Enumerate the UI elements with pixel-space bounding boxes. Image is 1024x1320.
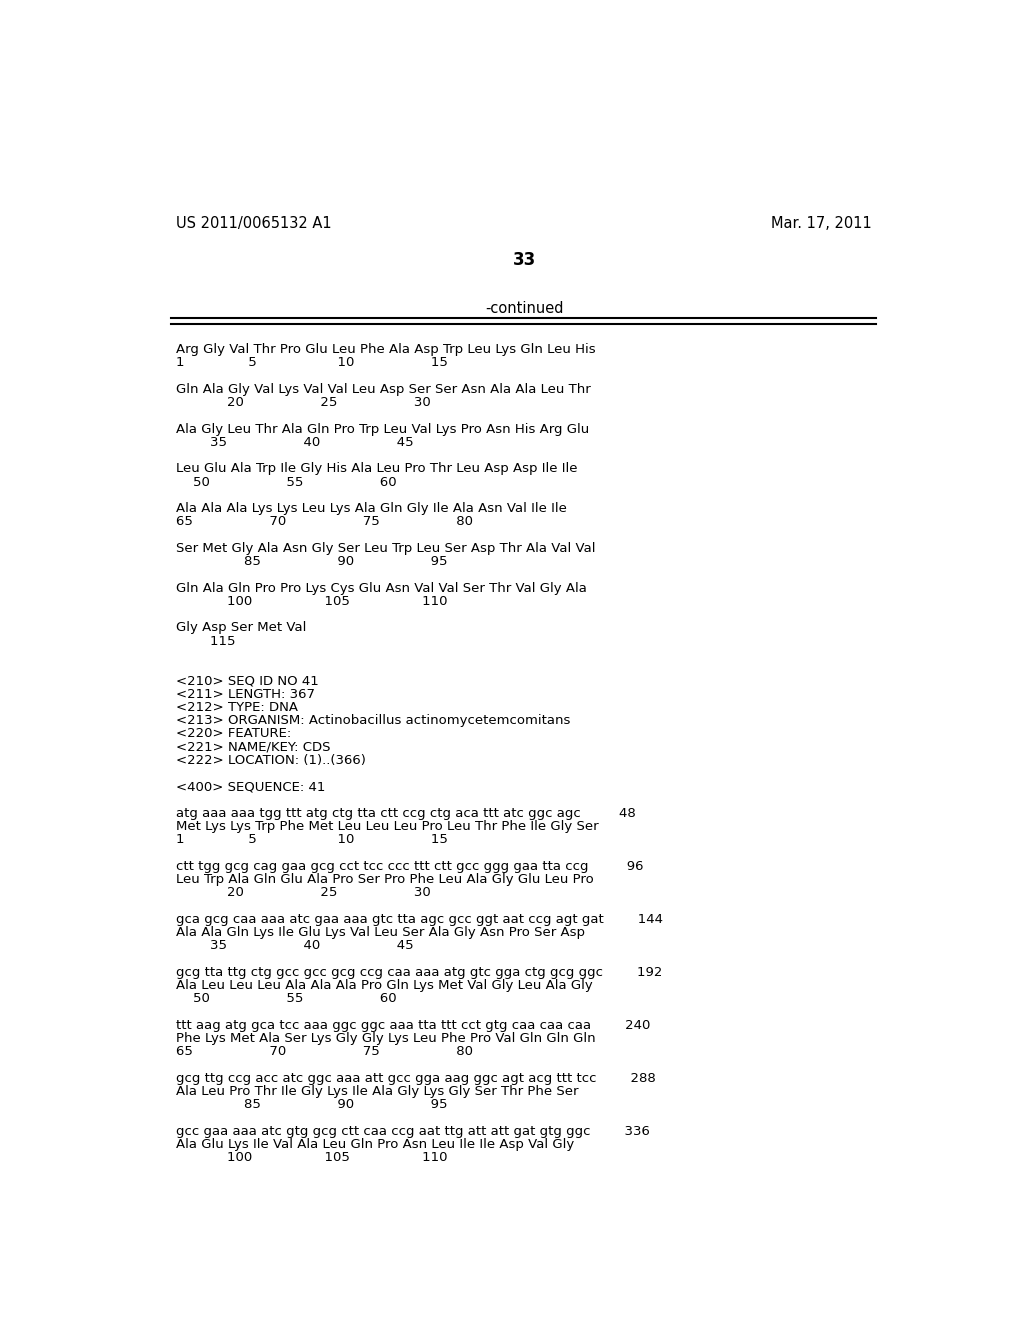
Text: Met Lys Lys Trp Phe Met Leu Leu Leu Pro Leu Thr Phe Ile Gly Ser: Met Lys Lys Trp Phe Met Leu Leu Leu Pro … bbox=[176, 820, 599, 833]
Text: Ala Glu Lys Ile Val Ala Leu Gln Pro Asn Leu Ile Ile Asp Val Gly: Ala Glu Lys Ile Val Ala Leu Gln Pro Asn … bbox=[176, 1138, 574, 1151]
Text: Gln Ala Gly Val Lys Val Val Leu Asp Ser Ser Asn Ala Ala Leu Thr: Gln Ala Gly Val Lys Val Val Leu Asp Ser … bbox=[176, 383, 591, 396]
Text: 100                 105                 110: 100 105 110 bbox=[176, 595, 447, 607]
Text: 65                  70                  75                  80: 65 70 75 80 bbox=[176, 515, 473, 528]
Text: Gln Ala Gln Pro Pro Lys Cys Glu Asn Val Val Ser Thr Val Gly Ala: Gln Ala Gln Pro Pro Lys Cys Glu Asn Val … bbox=[176, 582, 587, 594]
Text: Ala Leu Leu Leu Ala Ala Ala Pro Gln Lys Met Val Gly Leu Ala Gly: Ala Leu Leu Leu Ala Ala Ala Pro Gln Lys … bbox=[176, 979, 593, 991]
Text: Leu Trp Ala Gln Glu Ala Pro Ser Pro Phe Leu Ala Gly Glu Leu Pro: Leu Trp Ala Gln Glu Ala Pro Ser Pro Phe … bbox=[176, 873, 594, 886]
Text: <221> NAME/KEY: CDS: <221> NAME/KEY: CDS bbox=[176, 741, 331, 754]
Text: Ser Met Gly Ala Asn Gly Ser Leu Trp Leu Ser Asp Thr Ala Val Val: Ser Met Gly Ala Asn Gly Ser Leu Trp Leu … bbox=[176, 543, 596, 554]
Text: 65                  70                  75                  80: 65 70 75 80 bbox=[176, 1045, 473, 1059]
Text: 33: 33 bbox=[513, 251, 537, 269]
Text: <210> SEQ ID NO 41: <210> SEQ ID NO 41 bbox=[176, 675, 318, 688]
Text: <211> LENGTH: 367: <211> LENGTH: 367 bbox=[176, 688, 315, 701]
Text: gca gcg caa aaa atc gaa aaa gtc tta agc gcc ggt aat ccg agt gat        144: gca gcg caa aaa atc gaa aaa gtc tta agc … bbox=[176, 912, 664, 925]
Text: 1               5                   10                  15: 1 5 10 15 bbox=[176, 833, 447, 846]
Text: Ala Ala Gln Lys Ile Glu Lys Val Leu Ser Ala Gly Asn Pro Ser Asp: Ala Ala Gln Lys Ile Glu Lys Val Leu Ser … bbox=[176, 925, 585, 939]
Text: gcg ttg ccg acc atc ggc aaa att gcc gga aag ggc agt acg ttt tcc        288: gcg ttg ccg acc atc ggc aaa att gcc gga … bbox=[176, 1072, 655, 1085]
Text: 100                 105                 110: 100 105 110 bbox=[176, 1151, 447, 1164]
Text: 35                  40                  45: 35 40 45 bbox=[176, 940, 414, 952]
Text: Ala Ala Ala Lys Lys Leu Lys Ala Gln Gly Ile Ala Asn Val Ile Ile: Ala Ala Ala Lys Lys Leu Lys Ala Gln Gly … bbox=[176, 502, 567, 515]
Text: <213> ORGANISM: Actinobacillus actinomycetemcomitans: <213> ORGANISM: Actinobacillus actinomyc… bbox=[176, 714, 570, 727]
Text: <212> TYPE: DNA: <212> TYPE: DNA bbox=[176, 701, 298, 714]
Text: 85                  90                  95: 85 90 95 bbox=[176, 1098, 447, 1111]
Text: 20                  25                  30: 20 25 30 bbox=[176, 396, 431, 409]
Text: 50                  55                  60: 50 55 60 bbox=[176, 993, 396, 1005]
Text: <222> LOCATION: (1)..(366): <222> LOCATION: (1)..(366) bbox=[176, 754, 366, 767]
Text: ctt tgg gcg cag gaa gcg cct tcc ccc ttt ctt gcc ggg gaa tta ccg         96: ctt tgg gcg cag gaa gcg cct tcc ccc ttt … bbox=[176, 859, 643, 873]
Text: Ala Gly Leu Thr Ala Gln Pro Trp Leu Val Lys Pro Asn His Arg Glu: Ala Gly Leu Thr Ala Gln Pro Trp Leu Val … bbox=[176, 422, 589, 436]
Text: -continued: -continued bbox=[485, 301, 564, 315]
Text: <400> SEQUENCE: 41: <400> SEQUENCE: 41 bbox=[176, 780, 326, 793]
Text: <220> FEATURE:: <220> FEATURE: bbox=[176, 727, 291, 741]
Text: Ala Leu Pro Thr Ile Gly Lys Ile Ala Gly Lys Gly Ser Thr Phe Ser: Ala Leu Pro Thr Ile Gly Lys Ile Ala Gly … bbox=[176, 1085, 579, 1098]
Text: Mar. 17, 2011: Mar. 17, 2011 bbox=[771, 216, 872, 231]
Text: 1               5                   10                  15: 1 5 10 15 bbox=[176, 356, 447, 370]
Text: Arg Gly Val Thr Pro Glu Leu Phe Ala Asp Trp Leu Lys Gln Leu His: Arg Gly Val Thr Pro Glu Leu Phe Ala Asp … bbox=[176, 343, 596, 356]
Text: gcg tta ttg ctg gcc gcc gcg ccg caa aaa atg gtc gga ctg gcg ggc        192: gcg tta ttg ctg gcc gcc gcg ccg caa aaa … bbox=[176, 966, 663, 978]
Text: atg aaa aaa tgg ttt atg ctg tta ctt ccg ctg aca ttt atc ggc agc         48: atg aaa aaa tgg ttt atg ctg tta ctt ccg … bbox=[176, 807, 636, 820]
Text: ttt aag atg gca tcc aaa ggc ggc aaa tta ttt cct gtg caa caa caa        240: ttt aag atg gca tcc aaa ggc ggc aaa tta … bbox=[176, 1019, 650, 1032]
Text: 115: 115 bbox=[176, 635, 236, 648]
Text: 85                  90                  95: 85 90 95 bbox=[176, 556, 447, 568]
Text: gcc gaa aaa atc gtg gcg ctt caa ccg aat ttg att att gat gtg ggc        336: gcc gaa aaa atc gtg gcg ctt caa ccg aat … bbox=[176, 1125, 650, 1138]
Text: 50                  55                  60: 50 55 60 bbox=[176, 475, 396, 488]
Text: Gly Asp Ser Met Val: Gly Asp Ser Met Val bbox=[176, 622, 306, 635]
Text: Leu Glu Ala Trp Ile Gly His Ala Leu Pro Thr Leu Asp Asp Ile Ile: Leu Glu Ala Trp Ile Gly His Ala Leu Pro … bbox=[176, 462, 578, 475]
Text: Phe Lys Met Ala Ser Lys Gly Gly Lys Leu Phe Pro Val Gln Gln Gln: Phe Lys Met Ala Ser Lys Gly Gly Lys Leu … bbox=[176, 1032, 596, 1045]
Text: 35                  40                  45: 35 40 45 bbox=[176, 436, 414, 449]
Text: 20                  25                  30: 20 25 30 bbox=[176, 886, 431, 899]
Text: US 2011/0065132 A1: US 2011/0065132 A1 bbox=[176, 216, 332, 231]
